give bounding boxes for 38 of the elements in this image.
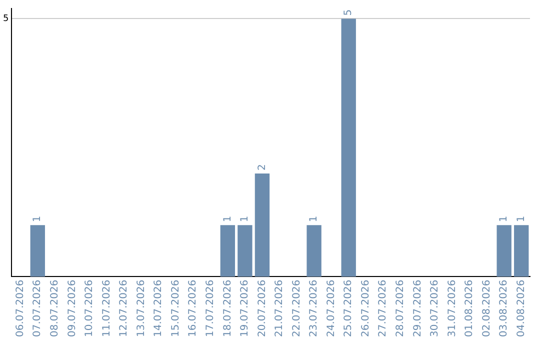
data-label: 2: [256, 164, 268, 171]
x-tick-label: 31.07.2026: [446, 280, 458, 338]
x-tick-label: 09.07.2026: [66, 280, 78, 338]
x-tick-label: 12.07.2026: [118, 280, 130, 338]
x-tick-label: 07.07.2026: [32, 280, 44, 338]
data-label: 1: [222, 216, 234, 222]
x-tick-label: 17.07.2026: [204, 280, 216, 338]
data-label: 5: [343, 9, 354, 16]
x-tick-label: 08.07.2026: [50, 280, 61, 338]
data-label: 1: [240, 216, 251, 222]
x-tick-label: 04.08.2026: [516, 280, 527, 338]
x-tick-label: 10.07.2026: [84, 280, 96, 338]
x-tick-label: 27.07.2026: [378, 280, 389, 338]
data-label: 1: [308, 216, 320, 222]
x-tick-label: 11.07.2026: [101, 280, 112, 338]
data-label: 1: [516, 216, 527, 222]
x-tick-label: 02.08.2026: [481, 280, 492, 338]
x-tick-label: 24.07.2026: [326, 280, 337, 338]
data-label: 1: [32, 216, 44, 222]
x-tick-label: 26.07.2026: [360, 280, 372, 338]
x-tick-label: 29.07.2026: [412, 280, 424, 338]
x-tick-label: 20.07.2026: [256, 280, 268, 338]
x-tick-label: 30.07.2026: [430, 280, 441, 338]
x-tick-label: 01.08.2026: [464, 280, 476, 338]
x-tick-label: 15.07.2026: [170, 280, 182, 338]
x-tick-label: 06.07.2026: [14, 280, 26, 338]
x-tick-label: 14.07.2026: [153, 280, 164, 338]
x-tick-label: 03.08.2026: [498, 280, 510, 338]
data-label: 1: [498, 216, 510, 222]
x-tick-label: 23.07.2026: [308, 280, 320, 338]
x-tick-label: 18.07.2026: [222, 280, 234, 338]
x-tick-label: 13.07.2026: [136, 280, 147, 338]
x-tick-label: 19.07.2026: [240, 280, 251, 338]
x-tick-label: 16.07.2026: [188, 280, 199, 338]
x-tick-label: 21.07.2026: [274, 280, 286, 338]
x-tick-label: 28.07.2026: [395, 280, 406, 338]
x-tick-label: 25.07.2026: [343, 280, 354, 338]
x-tick-label: 22.07.2026: [291, 280, 302, 338]
